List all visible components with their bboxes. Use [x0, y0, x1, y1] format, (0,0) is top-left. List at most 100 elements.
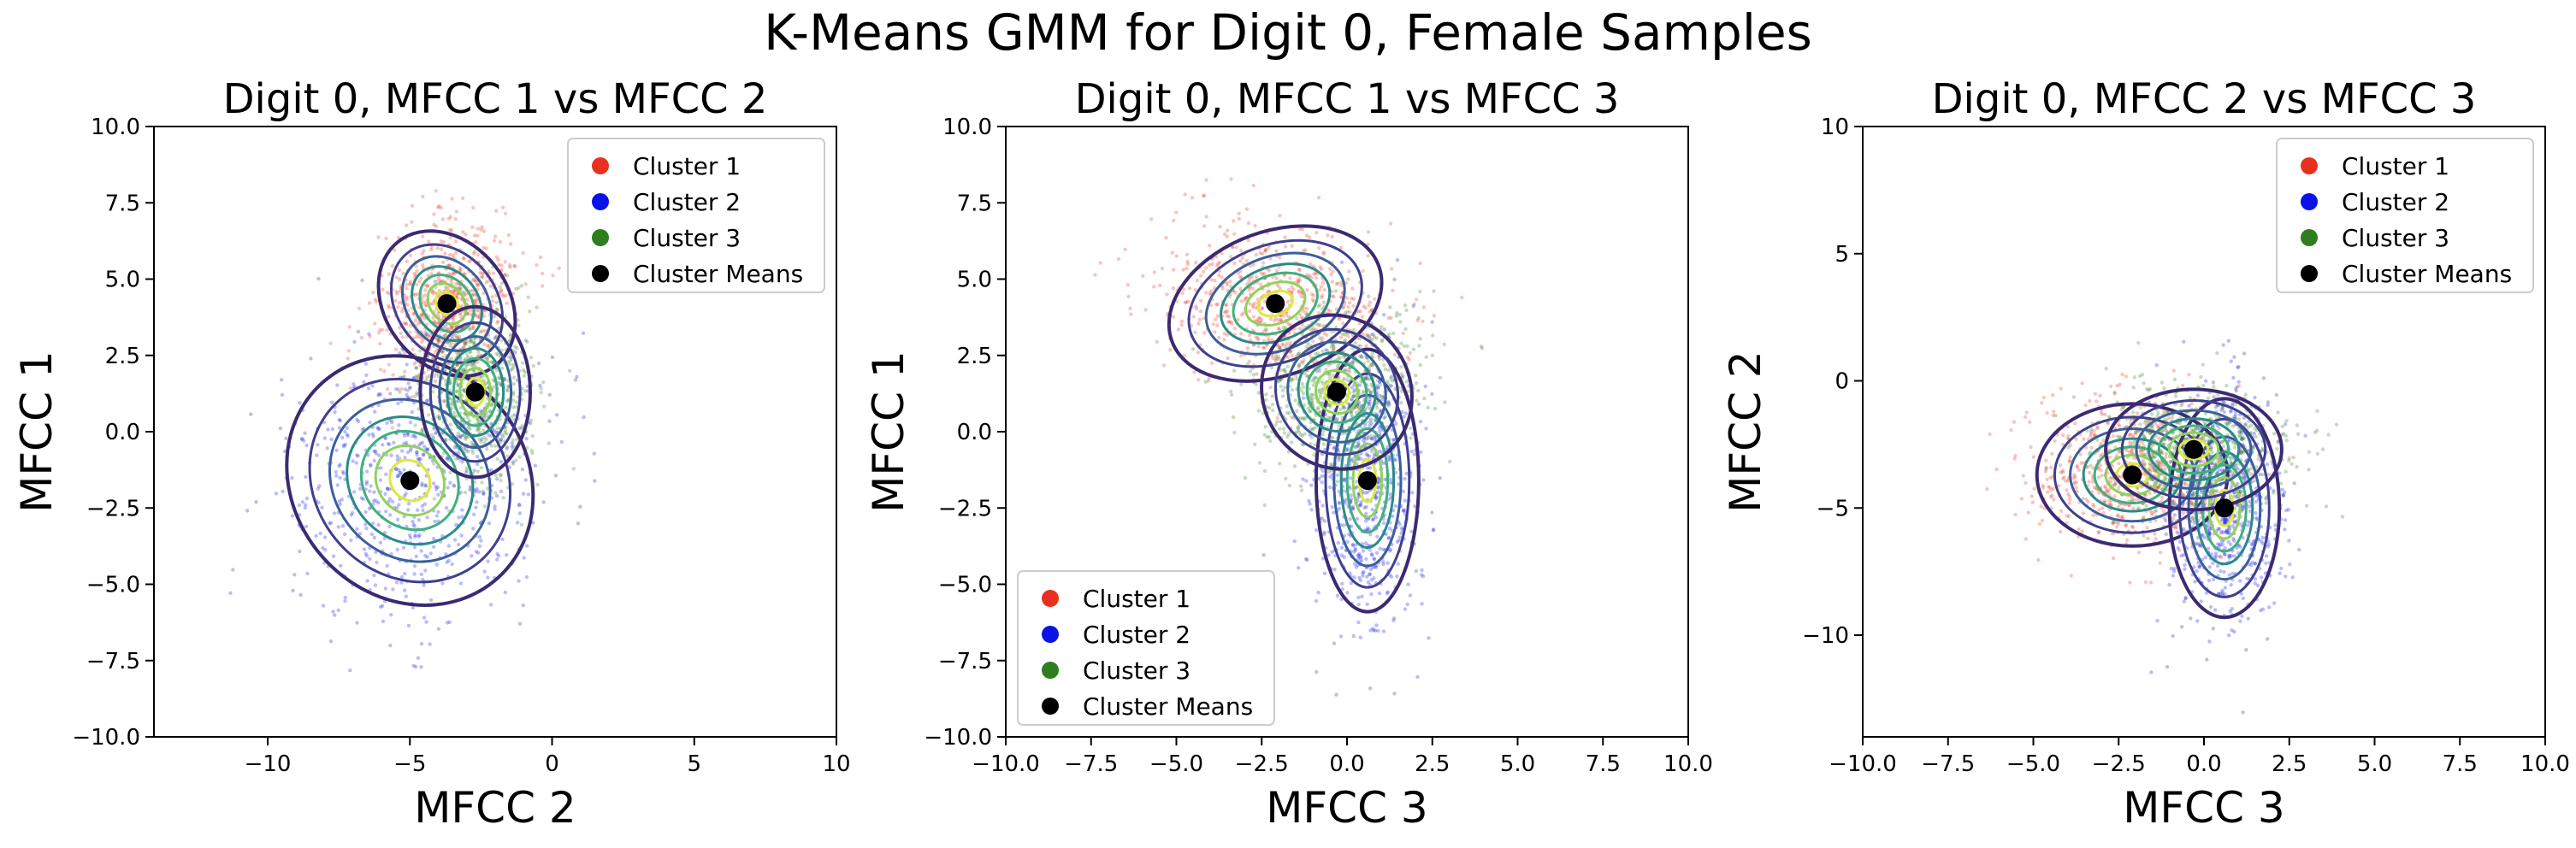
scatter-point	[448, 227, 452, 232]
scatter-point	[434, 224, 439, 228]
scatter-point	[1336, 364, 1340, 368]
scatter-point	[1368, 390, 1373, 395]
scatter-point	[1254, 252, 1258, 257]
scatter-point	[1196, 321, 1201, 326]
scatter-point	[499, 489, 504, 494]
scatter-point	[535, 482, 540, 487]
scatter-point	[1342, 406, 1346, 410]
scatter-point	[474, 505, 478, 509]
scatter-point	[2164, 455, 2168, 460]
scatter-point	[2171, 498, 2177, 504]
scatter-point	[1317, 303, 1322, 307]
scatter-point	[1356, 442, 1361, 446]
scatter-point	[2065, 488, 2069, 492]
scatter-point	[491, 299, 495, 303]
scatter-point	[1372, 335, 1377, 339]
scatter-point	[1339, 545, 1344, 550]
scatter-point	[1329, 329, 1333, 333]
scatter-point	[2023, 415, 2028, 419]
scatter-point	[2150, 444, 2155, 448]
contour-ellipse	[1297, 351, 1377, 433]
scatter-point	[405, 286, 409, 291]
scatter-point	[322, 436, 327, 440]
scatter-point	[335, 383, 340, 387]
scatter-point	[411, 522, 416, 527]
scatter-point	[505, 274, 510, 278]
x-tick-label: 0.0	[1329, 751, 1364, 777]
scatter-point	[533, 463, 537, 468]
scatter-point	[1388, 305, 1392, 309]
scatter-point	[1298, 484, 1303, 488]
scatter-point	[482, 229, 487, 233]
scatter-point	[364, 481, 369, 486]
scatter-point	[1385, 400, 1391, 404]
scatter-point	[1287, 410, 1291, 415]
scatter-point	[462, 345, 466, 350]
scatter-point	[541, 380, 546, 385]
scatter-point	[2031, 455, 2035, 459]
scatter-point	[1282, 367, 1286, 372]
scatter-point	[1278, 462, 1282, 466]
cluster-mean-1	[437, 294, 457, 314]
scatter-point	[455, 389, 459, 394]
scatter-point	[387, 315, 391, 319]
scatter-point	[399, 471, 404, 475]
scatter-point	[423, 330, 428, 334]
scatter-point	[385, 486, 390, 491]
scatter-point	[2041, 484, 2045, 488]
scatter-point	[1338, 245, 1344, 250]
scatter-point	[449, 279, 453, 283]
scatter-point	[341, 471, 346, 475]
scatter-point	[1347, 301, 1352, 305]
scatter-point	[425, 322, 429, 327]
scatter-point	[513, 344, 517, 349]
scatter-point	[521, 603, 525, 608]
scatter-point	[1322, 287, 1327, 292]
scatter-point	[367, 433, 371, 437]
scatter-point	[1174, 210, 1179, 215]
scatter-point	[571, 467, 576, 471]
scatter-point	[1305, 557, 1309, 562]
scatter-point	[336, 525, 340, 529]
scatter-point	[468, 338, 473, 343]
scatter-point	[304, 503, 308, 507]
scatter-point	[2116, 513, 2120, 517]
scatter-point	[1395, 574, 1399, 579]
scatter-point	[1274, 268, 1279, 273]
scatter-point	[559, 439, 564, 445]
scatter-point	[1382, 415, 1386, 421]
y-tick-label: 10.0	[942, 115, 992, 140]
contours-cluster-3	[1260, 313, 1414, 471]
scatter-point	[1388, 492, 1392, 497]
scatter-point	[1237, 211, 1241, 215]
scatter-point	[1381, 559, 1385, 564]
scatter-point	[1330, 505, 1334, 509]
scatter-point	[1363, 377, 1368, 381]
scatter-point	[422, 445, 427, 449]
scatter-point	[1317, 288, 1322, 292]
scatter-point	[2130, 495, 2135, 499]
scatter-point	[2111, 521, 2115, 525]
scatter-point	[1432, 289, 1436, 293]
scatter-point	[1366, 526, 1370, 530]
scatter-point	[1378, 382, 1382, 387]
scatter-point	[2074, 437, 2078, 441]
scatter-point	[1388, 547, 1393, 551]
scatter-point	[297, 503, 302, 508]
scatter-point	[464, 468, 469, 473]
scatter-point	[1307, 235, 1312, 239]
scatter-point	[498, 239, 503, 244]
scatter-point	[1247, 280, 1251, 284]
scatter-point	[482, 492, 486, 497]
scatter-point	[503, 260, 507, 264]
scatter-point	[1268, 316, 1273, 321]
scatter-point	[1297, 289, 1301, 293]
scatter-point	[338, 475, 342, 480]
scatter-point	[1403, 607, 1408, 611]
scatter-point	[1254, 382, 1258, 386]
scatter-point	[1295, 409, 1299, 414]
scatter-point	[425, 447, 429, 451]
scatter-point	[1368, 466, 1373, 470]
scatter-point	[2095, 424, 2100, 429]
scatter-point	[456, 431, 460, 435]
